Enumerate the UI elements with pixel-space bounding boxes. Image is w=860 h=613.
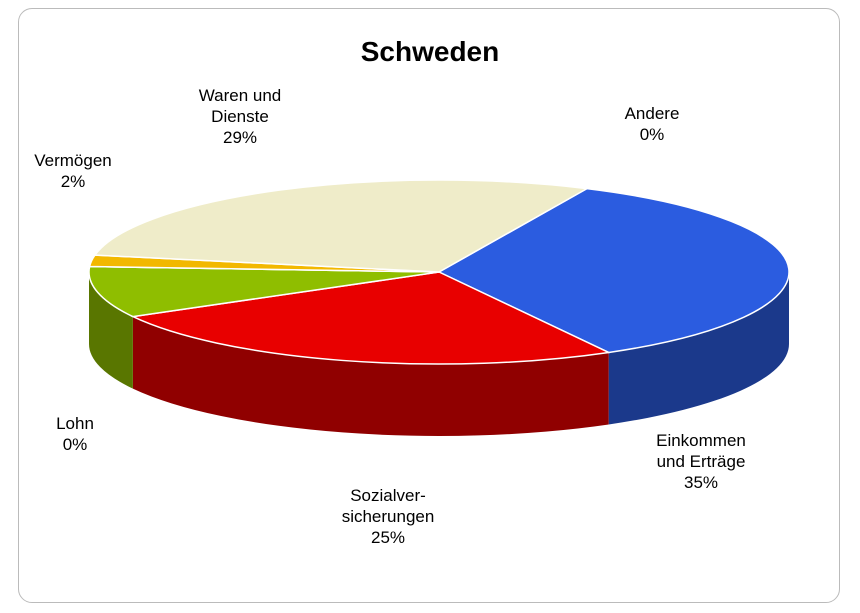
slice-side [132,316,609,437]
slice-side [89,272,133,389]
slice-label: Andere 0% [592,103,712,145]
slice-label: Vermögen 2% [13,150,133,192]
chart-title: Schweden [360,36,500,67]
slice-value-label: 35% [683,473,719,492]
slice-category-label: Andere [624,104,680,123]
slice-value-label: 25% [370,528,406,547]
slice-category-label: Vermögen [34,151,112,170]
slice-label: Waren und Dienste 29% [185,85,295,148]
chart-frame [18,8,840,603]
slice-category-label: Einkommen und Erträge [656,431,746,471]
slice-label: Sozialver-sicherungen 25% [332,485,444,548]
slice-value-label: 0% [62,435,88,454]
slice [437,187,790,354]
slice [88,265,440,318]
slice-category-label: Waren und Dienste [198,86,282,126]
slice [130,271,612,365]
slice-value-label: 0% [639,125,665,144]
slice-value-label: 2% [60,172,86,191]
slice-label: Lohn 0% [15,413,135,455]
slice-category-label: Lohn [56,414,94,433]
slice-value-label: 29% [222,128,258,147]
slice [93,179,590,273]
slice-side [608,272,789,425]
slice-label: Einkommen und Erträge 35% [646,430,756,493]
slice-category-label: Sozialver-sicherungen [341,486,435,526]
